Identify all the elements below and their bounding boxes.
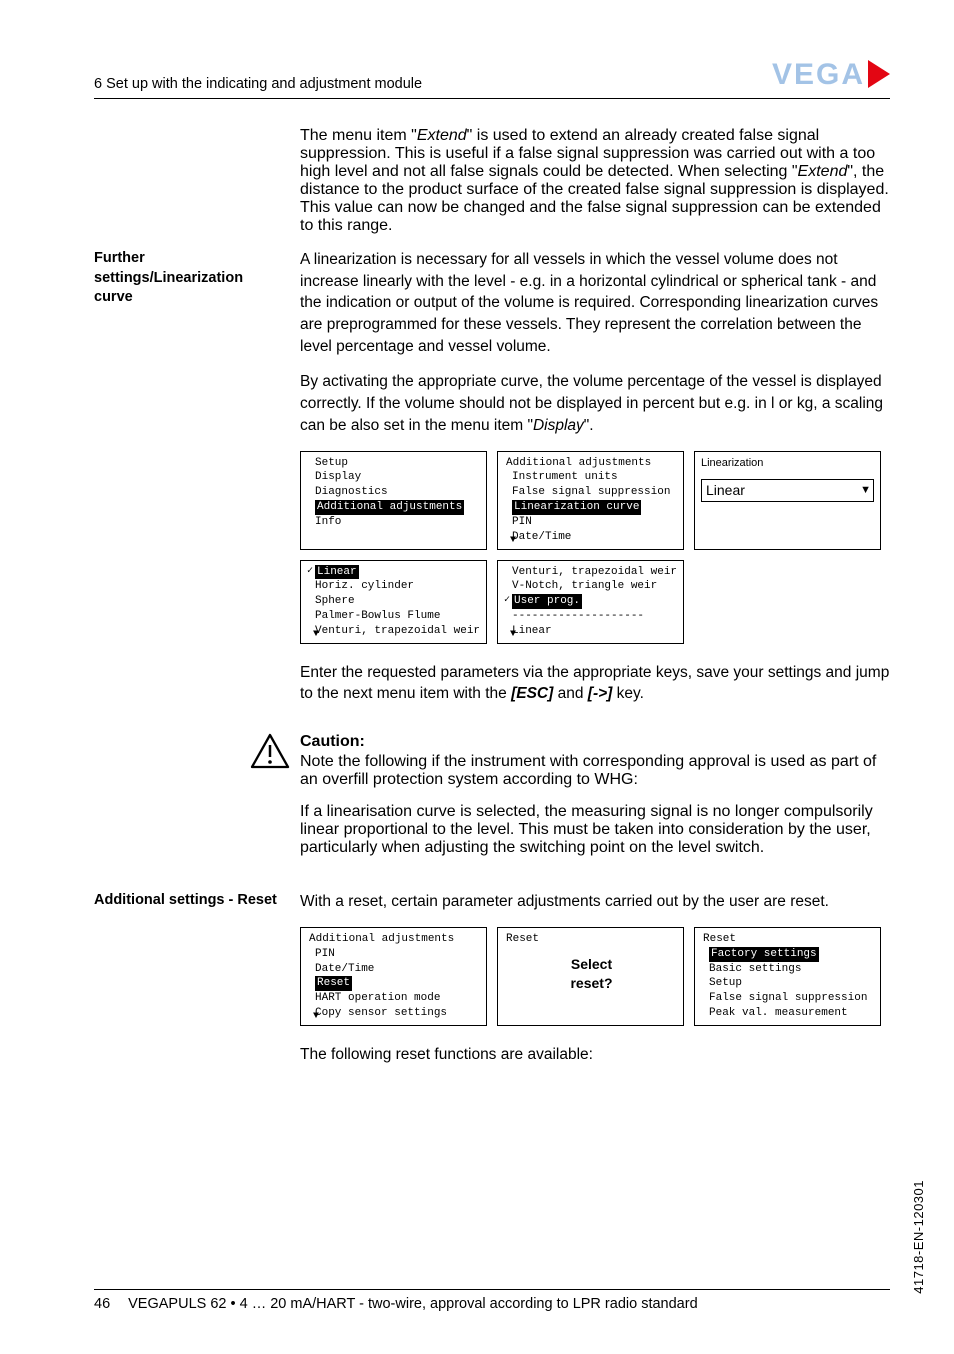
screen-line: Palmer-Bowlus Flume <box>309 609 480 624</box>
selected-item: Reset <box>315 976 352 991</box>
screen-line: Additional adjustments <box>309 932 480 947</box>
screen-line: PIN <box>309 947 480 962</box>
screen-linear-list2: Venturi, trapezoidal weir V-Notch, trian… <box>497 560 684 644</box>
selected-item: Linear <box>315 565 359 580</box>
select-label: Select <box>506 955 677 974</box>
linearization-body: A linearization is necessary for all ves… <box>300 249 890 719</box>
screen-line: Display <box>309 470 480 485</box>
reset-row: Additional settings - Reset With a reset… <box>94 891 890 1079</box>
screen-reset-options: Reset Factory settings Basic settings Se… <box>694 927 881 1026</box>
screen-line: Date/Time <box>309 962 480 977</box>
vega-logo: VEGA <box>772 58 890 92</box>
screen-line: Reset <box>506 932 677 947</box>
reset-label: reset? <box>506 974 677 993</box>
screen-line: User prog. <box>506 594 677 609</box>
screen-line: Factory settings <box>703 947 874 962</box>
page-header: 6 Set up with the indicating and adjustm… <box>94 58 890 99</box>
screen-linearization-dropdown: Linearization Linear ▼ <box>694 451 881 550</box>
screen-line: Info <box>309 515 480 530</box>
screens-row-2: Linear Horiz. cylinder Sphere Palmer-Bow… <box>300 560 890 644</box>
down-arrow-icon: ▼ <box>510 534 516 548</box>
screen-line: -------------------- <box>506 609 677 624</box>
dropdown-value: Linear <box>706 481 745 501</box>
page-number: 46 <box>94 1296 110 1312</box>
screen-line: Sphere <box>309 594 480 609</box>
selected-item: Factory settings <box>709 947 819 962</box>
down-arrow-icon: ▼ <box>313 1010 319 1024</box>
screen-line: Basic settings <box>703 962 874 977</box>
screen-additional: Additional adjustments Instrument units … <box>497 451 684 550</box>
margin-linearization: Further settings/Linearization curve <box>94 249 282 719</box>
screen-line: Reset <box>703 932 874 947</box>
document-code: 41718-EN-120301 <box>911 1180 926 1294</box>
selected-item: Linearization curve <box>512 500 641 515</box>
caution-icon <box>250 733 290 774</box>
linear-para1: A linearization is necessary for all ves… <box>300 249 890 357</box>
logo-arrow-icon <box>868 60 890 88</box>
following-para: The following reset functions are availa… <box>300 1044 890 1066</box>
selected-item: User prog. <box>512 594 582 609</box>
caution-para1: Note the following if the instrument wit… <box>300 753 890 789</box>
dropdown-box: Linear ▼ <box>701 479 874 503</box>
screen-line: Linearization curve <box>506 500 677 515</box>
screen-line: False signal suppression <box>506 485 677 500</box>
reset-para: With a reset, certain parameter adjustme… <box>300 891 890 913</box>
screen-line: Horiz. cylinder <box>309 579 480 594</box>
screen-line: Copy sensor settings <box>309 1006 480 1021</box>
down-arrow-icon: ▼ <box>510 628 516 642</box>
linear-para2: By activating the appropriate curve, the… <box>300 371 890 436</box>
screen-linear-list1: Linear Horiz. cylinder Sphere Palmer-Bow… <box>300 560 487 644</box>
select-reset-text: Select reset? <box>506 947 677 993</box>
screen-line: Date/Time <box>506 530 677 545</box>
linearization-row: Further settings/Linearization curve A l… <box>94 249 890 719</box>
screen-line: Linear <box>309 565 480 580</box>
page: 6 Set up with the indicating and adjustm… <box>0 0 954 1354</box>
enter-para: Enter the requested parameters via the a… <box>300 662 890 705</box>
down-arrow-icon: ▼ <box>313 628 319 642</box>
screen-line: HART operation mode <box>309 991 480 1006</box>
screen-line: PIN <box>506 515 677 530</box>
screen-line: False signal suppression <box>703 991 874 1006</box>
screen-line: Diagnostics <box>309 485 480 500</box>
chevron-down-icon: ▼ <box>860 483 871 498</box>
selected-item: Additional adjustments <box>315 500 464 515</box>
screen-line: Additional adjustments <box>309 500 480 515</box>
screen-line: Reset <box>309 976 480 991</box>
screen-line: Venturi, trapezoidal weir <box>506 565 677 580</box>
screen-reset-menu: Additional adjustments PIN Date/Time Res… <box>300 927 487 1026</box>
screen-line: Linear <box>506 624 677 639</box>
caution-block: Caution: Note the following if the instr… <box>300 733 890 857</box>
screen-line: Setup <box>703 976 874 991</box>
screen-menu: Setup Display Diagnostics Additional adj… <box>300 451 487 550</box>
caution-para2: If a linearisation curve is selected, th… <box>300 803 890 857</box>
screen-line: Peak val. measurement <box>703 1006 874 1021</box>
margin-reset: Additional settings - Reset <box>94 891 282 1079</box>
caution-title: Caution: <box>300 733 890 751</box>
screens-reset-row: Additional adjustments PIN Date/Time Res… <box>300 927 890 1026</box>
screen-line: Additional adjustments <box>506 456 677 471</box>
screen-line: Instrument units <box>506 470 677 485</box>
screen-line: V-Notch, triangle weir <box>506 579 677 594</box>
screen-line: Venturi, trapezoidal weir <box>309 624 480 639</box>
screen-select-reset: Reset Select reset? <box>497 927 684 1026</box>
page-footer: 46 VEGAPULS 62 • 4 … 20 mA/HART - two-wi… <box>94 1289 890 1312</box>
footer-text: VEGAPULS 62 • 4 … 20 mA/HART - two-wire,… <box>128 1296 698 1312</box>
screen-line: Setup <box>309 456 480 471</box>
screens-row-1: Setup Display Diagnostics Additional adj… <box>300 451 890 550</box>
dropdown-title: Linearization <box>701 456 874 471</box>
header-section-text: 6 Set up with the indicating and adjustm… <box>94 76 422 92</box>
logo-text: VEGA <box>772 58 865 92</box>
extend-paragraph: The menu item "Extend" is used to extend… <box>300 127 890 235</box>
reset-body: With a reset, certain parameter adjustme… <box>300 891 890 1079</box>
